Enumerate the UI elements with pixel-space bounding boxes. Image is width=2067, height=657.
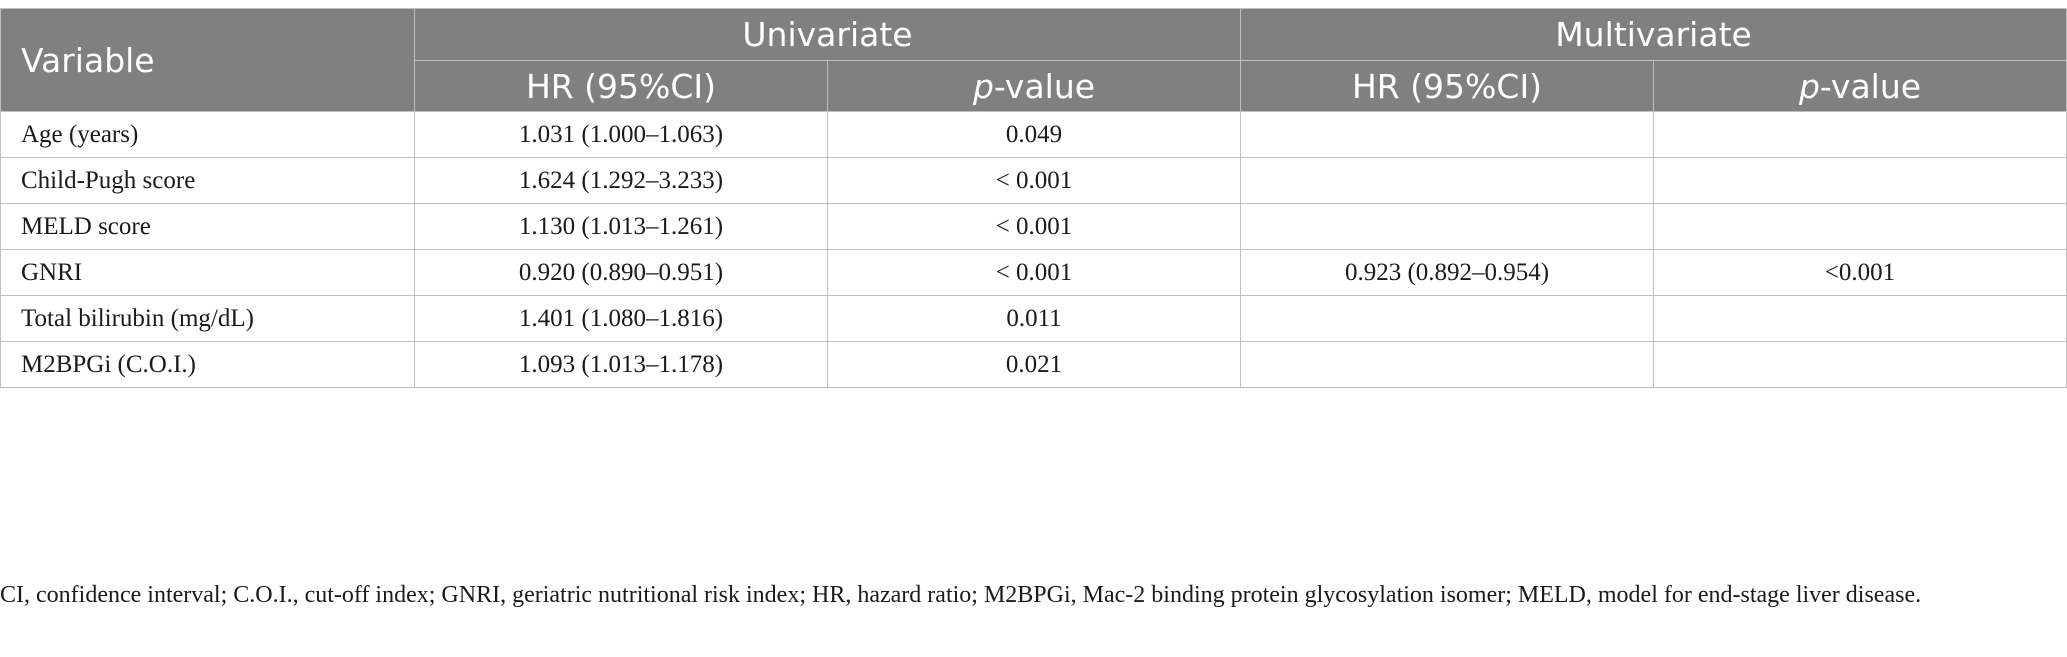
cell-variable: GNRI — [0, 249, 415, 296]
header-univariate-hr: HR (95%CI) — [414, 60, 828, 112]
cell-univariate-hr: 1.093 (1.013–1.178) — [414, 341, 828, 388]
cell-multivariate-p — [1653, 295, 2067, 342]
cell-univariate-p: 0.049 — [826, 111, 1242, 158]
table-row: Age (years) 1.031 (1.000–1.063) 0.049 — [0, 111, 2067, 158]
cell-multivariate-hr — [1240, 295, 1655, 342]
cell-multivariate-p: <0.001 — [1653, 249, 2067, 296]
table-footnote: CI, confidence interval; C.O.I., cut-off… — [0, 582, 1922, 608]
cell-multivariate-p — [1653, 203, 2067, 250]
cell-univariate-hr: 1.401 (1.080–1.816) — [414, 295, 828, 342]
cell-univariate-p: 0.021 — [826, 341, 1242, 388]
cell-univariate-p: < 0.001 — [826, 249, 1242, 296]
p-suffix: -value — [1819, 66, 1922, 106]
cell-univariate-hr: 1.031 (1.000–1.063) — [414, 111, 828, 158]
cell-univariate-hr: 0.920 (0.890–0.951) — [414, 249, 828, 296]
header-multivariate-p-value: p-value — [1653, 60, 2067, 112]
cell-variable: Child-Pugh score — [0, 157, 415, 204]
hazard-ratio-table: Variable Univariate Multivariate HR (95%… — [0, 8, 2067, 388]
cell-multivariate-p — [1653, 111, 2067, 158]
header-group-univariate: Univariate — [413, 8, 1242, 61]
p-suffix: -value — [993, 66, 1096, 106]
cell-multivariate-p — [1653, 341, 2067, 388]
cell-univariate-p: < 0.001 — [826, 203, 1242, 250]
table-row: M2BPGi (C.O.I.) 1.093 (1.013–1.178) 0.02… — [0, 341, 2067, 388]
header-variable: Variable — [0, 8, 415, 112]
table-body: Age (years) 1.031 (1.000–1.063) 0.049 Ch… — [0, 111, 2067, 388]
cell-multivariate-hr — [1240, 157, 1655, 204]
table-header: Variable Univariate Multivariate HR (95%… — [0, 8, 2067, 112]
cell-variable: Age (years) — [0, 111, 415, 158]
cell-multivariate-hr: 0.923 (0.892–0.954) — [1240, 249, 1655, 296]
table-row: GNRI 0.920 (0.890–0.951) < 0.001 0.923 (… — [0, 249, 2067, 296]
table-row: Total bilirubin (mg/dL) 1.401 (1.080–1.8… — [0, 295, 2067, 342]
header-group-multivariate: Multivariate — [1240, 8, 2067, 61]
cell-variable: M2BPGi (C.O.I.) — [0, 341, 415, 388]
header-univariate-p-value: p-value — [826, 60, 1242, 112]
header-multivariate-hr: HR (95%CI) — [1240, 60, 1655, 112]
cell-univariate-hr: 1.624 (1.292–3.233) — [414, 157, 828, 204]
cell-multivariate-p — [1653, 157, 2067, 204]
cell-univariate-p: < 0.001 — [826, 157, 1242, 204]
cell-variable: Total bilirubin (mg/dL) — [0, 295, 415, 342]
cell-univariate-p: 0.011 — [826, 295, 1242, 342]
table-row: Child-Pugh score 1.624 (1.292–3.233) < 0… — [0, 157, 2067, 204]
cell-multivariate-hr — [1240, 203, 1655, 250]
p-italic: p — [1798, 66, 1820, 106]
cell-univariate-hr: 1.130 (1.013–1.261) — [414, 203, 828, 250]
p-italic: p — [972, 66, 994, 106]
table-row: MELD score 1.130 (1.013–1.261) < 0.001 — [0, 203, 2067, 250]
results-table-container: Variable Univariate Multivariate HR (95%… — [0, 8, 2067, 388]
cell-multivariate-hr — [1240, 111, 1655, 158]
cell-multivariate-hr — [1240, 341, 1655, 388]
cell-variable: MELD score — [0, 203, 415, 250]
